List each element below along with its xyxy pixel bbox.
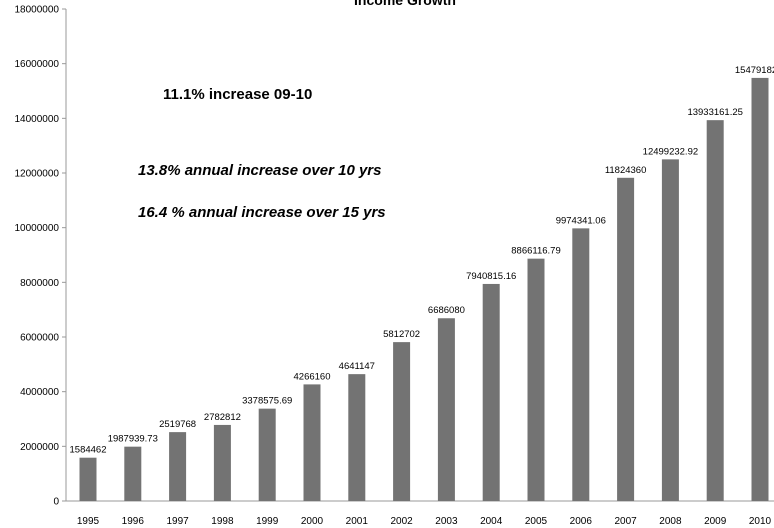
data-label-2009: 13933161.25 (687, 107, 742, 118)
bar-2008 (661, 159, 679, 501)
data-label-1996: 1987939.73 (108, 434, 158, 445)
bar-1996 (124, 446, 142, 501)
bar-1999 (258, 408, 276, 501)
y-tick-label: 6000000 (20, 333, 59, 344)
x-tick-label-2005: 2005 (525, 516, 548, 527)
bar-2009 (706, 120, 724, 502)
x-tick-label-1996: 1996 (122, 516, 145, 527)
bar-1997 (169, 432, 187, 501)
data-label-1998: 2782812 (204, 412, 241, 423)
x-tick-label-1997: 1997 (166, 516, 189, 527)
bar-2006 (572, 228, 590, 501)
annotation-increase-15-yrs: 16.4 % annual increase over 15 yrs (138, 204, 386, 221)
y-tick-label: 0 (53, 497, 59, 508)
x-tick-label-2009: 2009 (704, 516, 727, 527)
y-axis-ticks: 0 2000000 4000000 6000000 8000000 10000000 120… (15, 5, 66, 508)
bar-2004 (482, 283, 500, 501)
y-tick-label: 18000000 (15, 5, 60, 16)
bar-2000 (303, 384, 321, 501)
bar-1998 (213, 424, 231, 501)
bar-2010 (751, 77, 769, 501)
data-label-2004: 7940815.16 (466, 271, 516, 282)
data-label-2010: 15479182.5 (735, 65, 774, 76)
x-tick-label-2001: 2001 (346, 516, 369, 527)
x-tick-label-2000: 2000 (301, 516, 324, 527)
annotation-increase-10-yrs: 13.8% annual increase over 10 yrs (138, 162, 381, 179)
bars (79, 77, 769, 502)
x-tick-label-2006: 2006 (570, 516, 593, 527)
y-tick-label: 10000000 (15, 223, 60, 234)
y-tick-label: 16000000 (15, 59, 60, 70)
x-tick-label-2008: 2008 (659, 516, 682, 527)
y-tick-label: 14000000 (15, 114, 60, 125)
data-label-2000: 4266160 (294, 371, 331, 382)
chart-title: Income Growth (354, 0, 456, 8)
data-label-2006: 9974341.06 (556, 215, 606, 226)
y-tick-label: 8000000 (20, 278, 59, 289)
bar-2002 (393, 342, 411, 501)
x-axis-ticks: 1995 1996 1997 1998 1999 2000 2001 2002 2003 2004… (77, 516, 772, 527)
annotation-increase-09-10: 11.1% increase 09-10 (163, 86, 312, 103)
x-tick-label-1995: 1995 (77, 516, 100, 527)
bar-2003 (437, 318, 455, 501)
x-tick-label-2004: 2004 (480, 516, 503, 527)
bar-2005 (527, 258, 545, 501)
x-tick-label-2002: 2002 (390, 516, 413, 527)
bar-2007 (617, 177, 635, 501)
data-label-1995: 1584462 (70, 445, 107, 456)
data-label-2007: 11824360 (605, 165, 647, 176)
data-label-2002: 5812702 (383, 329, 420, 340)
x-tick-label-1998: 1998 (211, 516, 234, 527)
x-tick-label-1999: 1999 (256, 516, 279, 527)
y-tick-label: 12000000 (15, 169, 60, 180)
y-tick-label: 2000000 (20, 442, 59, 453)
data-label-2001: 4641147 (339, 361, 375, 372)
x-tick-label-2010: 2010 (749, 516, 772, 527)
y-tick-label: 4000000 (20, 387, 59, 398)
data-label-2008: 12499232.92 (643, 146, 698, 157)
data-label-2005: 8866116.79 (511, 246, 561, 257)
data-label-1999: 3378575.69 (242, 396, 292, 407)
x-tick-label-2007: 2007 (614, 516, 637, 527)
data-label-2003: 6686080 (428, 305, 465, 316)
bar-2001 (348, 374, 366, 501)
x-tick-label-2003: 2003 (435, 516, 458, 527)
bar-1995 (79, 457, 97, 501)
data-label-1997: 2519768 (159, 419, 196, 430)
